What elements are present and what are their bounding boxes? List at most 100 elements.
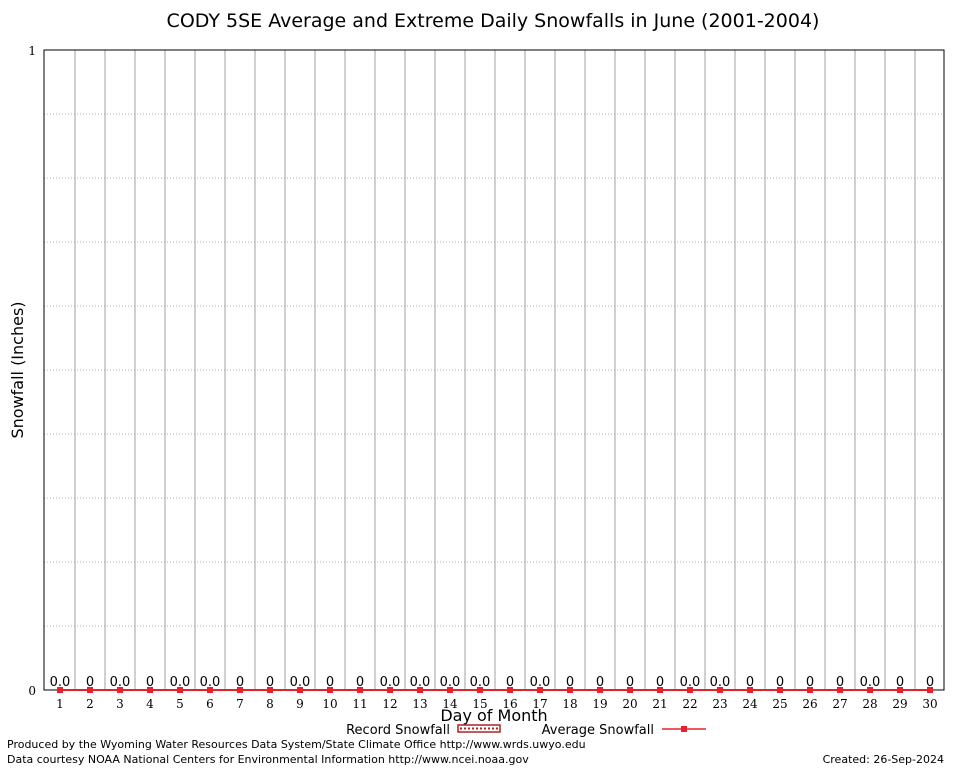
average-snowfall-marker [357,687,363,693]
data-label: 0 [626,675,634,690]
x-tick-label: 20 [622,697,637,711]
data-label: 0 [926,675,934,690]
average-snowfall-marker [657,687,663,693]
data-label: 0 [596,675,604,690]
x-tick-label: 2 [86,697,94,711]
average-snowfall-marker [207,687,213,693]
x-tick-label: 14 [442,697,458,711]
data-label: 0 [656,675,664,690]
x-tick-label: 7 [236,697,244,711]
average-snowfall-marker [867,687,873,693]
average-snowfall-marker [387,687,393,693]
average-snowfall-marker [717,687,723,693]
x-tick-label: 8 [266,697,274,711]
data-label: 0 [356,675,364,690]
average-snowfall-marker [837,687,843,693]
average-snowfall-marker [927,687,933,693]
average-snowfall-marker [747,687,753,693]
x-tick-label: 3 [116,697,124,711]
data-label: 0 [236,675,244,690]
data-label: 0.0 [170,675,191,690]
y-tick-label: 1 [28,44,36,58]
data-label: 0.0 [290,675,311,690]
x-tick-label: 26 [802,697,817,711]
data-label: 0 [326,675,334,690]
average-snowfall-marker [297,687,303,693]
average-snowfall-marker [267,687,273,693]
average-snowfall-marker [87,687,93,693]
x-tick-label: 17 [532,697,547,711]
data-label: 0 [896,675,904,690]
data-label: 0 [806,675,814,690]
average-snowfall-marker [777,687,783,693]
x-tick-label: 29 [892,697,907,711]
average-snowfall-marker [177,687,183,693]
data-label: 0.0 [50,675,71,690]
average-snowfall-marker [897,687,903,693]
y-axis-label: Snowfall (Inches) [8,301,27,438]
x-tick-label: 23 [712,697,727,711]
x-tick-label: 19 [592,697,607,711]
legend-average-snowfall-marker [681,726,687,732]
average-snowfall-marker [327,687,333,693]
average-snowfall-marker [537,687,543,693]
x-tick-label: 24 [742,697,758,711]
average-snowfall-marker [477,687,483,693]
data-label: 0 [86,675,94,690]
x-tick-label: 13 [412,697,427,711]
footer-produced-by: Produced by the Wyoming Water Resources … [7,738,586,751]
average-snowfall-line [57,687,933,693]
data-label: 0.0 [410,675,431,690]
footer-data-courtesy: Data courtesy NOAA National Centers for … [7,753,529,766]
x-tick-labels: 1 2 3 4 5 6 7 8 9 10 11 12 13 14 15 16 17 18 19 20 21 22 23 24 2… [56,697,937,711]
average-snowfall-marker [417,687,423,693]
plot-grid [44,113,944,627]
data-label: 0 [266,675,274,690]
x-tick-label: 6 [206,697,214,711]
x-tick-label: 9 [296,697,304,711]
average-snowfall-marker [627,687,633,693]
x-tick-label: 11 [352,697,367,711]
data-labels: 0.0 0 0.0 0 0.0 0.0 0 0 0.0 0 0 0.0 0.0 0.0 0.0 0 0.0 0 0 0… [50,675,934,690]
average-snowfall-marker [117,687,123,693]
legend-average-snowfall-label: Average Snowfall [542,723,654,738]
y-tick-labels: 01 [28,44,36,698]
x-tick-label: 21 [652,697,667,711]
chart-title: CODY 5SE Average and Extreme Daily Snowf… [167,10,820,32]
average-snowfall-marker [57,687,63,693]
data-label: 0 [746,675,754,690]
data-label: 0.0 [710,675,731,690]
average-snowfall-marker [807,687,813,693]
data-label: 0.0 [530,675,551,690]
average-snowfall-marker [237,687,243,693]
x-tick-label: 4 [146,697,154,711]
data-label: 0.0 [470,675,491,690]
average-snowfall-marker [447,687,453,693]
x-tick-label: 16 [502,697,517,711]
x-tick-label: 5 [176,697,184,711]
data-label: 0.0 [680,675,701,690]
data-label: 0.0 [110,675,131,690]
data-label: 0.0 [860,675,881,690]
data-label: 0 [836,675,844,690]
data-label: 0 [566,675,574,690]
x-tick-label: 18 [562,697,577,711]
average-snowfall-marker [597,687,603,693]
footer-created-date: Created: 26-Sep-2024 [823,753,944,766]
x-tick-label: 22 [682,697,697,711]
average-snowfall-marker [147,687,153,693]
data-label: 0 [506,675,514,690]
legend: Record Snowfall Average Snowfall [346,723,706,738]
data-label: 0 [146,675,154,690]
x-tick-label: 27 [832,697,847,711]
x-tick-label: 10 [322,697,337,711]
x-tick-label: 25 [772,697,787,711]
legend-record-snowfall-label: Record Snowfall [346,723,450,738]
data-label: 0.0 [380,675,401,690]
x-tick-label: 15 [472,697,487,711]
average-snowfall-marker [507,687,513,693]
x-tick-label: 12 [382,697,397,711]
day-separator-lines [74,50,916,690]
average-snowfall-marker [567,687,573,693]
